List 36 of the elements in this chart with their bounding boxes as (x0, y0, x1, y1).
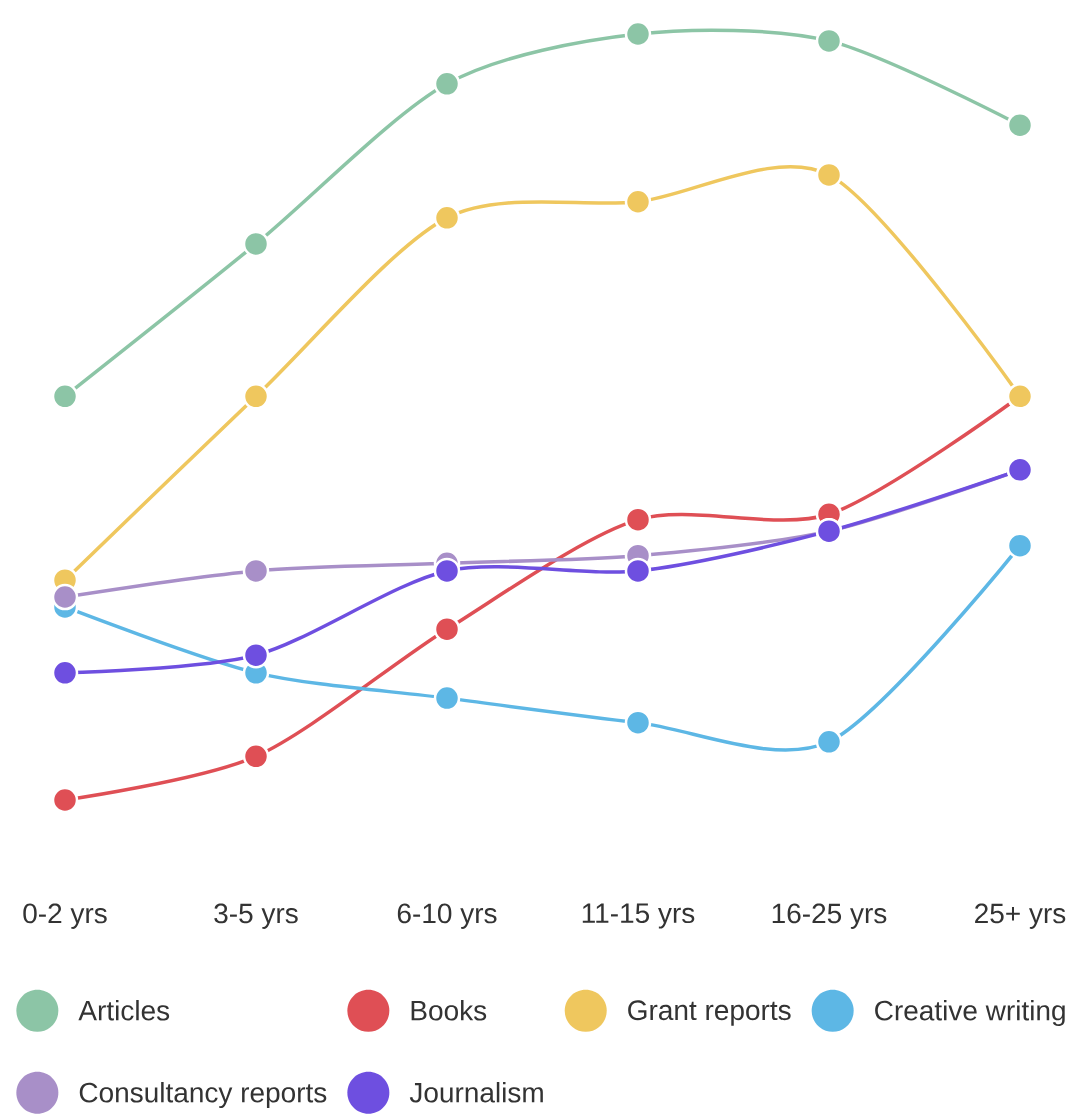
point (433, 684, 461, 712)
point (51, 383, 79, 410)
point (242, 641, 270, 669)
legend-label: Journalism (409, 1081, 543, 1103)
legend-label: Creative writing (875, 999, 1065, 1027)
point (242, 230, 270, 258)
x-tick-label: 25+ yrs (975, 903, 1066, 929)
point (51, 659, 79, 687)
point (815, 161, 843, 189)
x-tick-label: 0-2 yrs (23, 903, 107, 929)
point (242, 383, 270, 410)
point (433, 70, 461, 98)
point (51, 786, 79, 814)
legend-label: Grant reports (628, 1000, 791, 1026)
legend-label: Books (411, 999, 487, 1021)
point (815, 27, 843, 55)
legend-label: Articles (78, 999, 170, 1021)
point (1006, 532, 1034, 559)
point (624, 557, 652, 585)
x-tick-label: 3-5 yrs (214, 903, 298, 929)
point (815, 728, 843, 756)
point (624, 20, 652, 48)
point (624, 506, 652, 533)
point (242, 557, 270, 585)
point (51, 583, 79, 611)
x-tick-label: 6-10 yrs (397, 903, 497, 929)
point (433, 557, 461, 585)
legend-label: Consultancy reports (79, 1081, 327, 1109)
point (433, 204, 461, 232)
point (624, 709, 652, 736)
x-tick-label: 16-25 yrs (772, 903, 887, 929)
point (1006, 111, 1034, 139)
point (242, 743, 270, 770)
point (624, 188, 652, 215)
x-tick-label: 11-15 yrs (582, 903, 695, 929)
point (433, 615, 461, 643)
